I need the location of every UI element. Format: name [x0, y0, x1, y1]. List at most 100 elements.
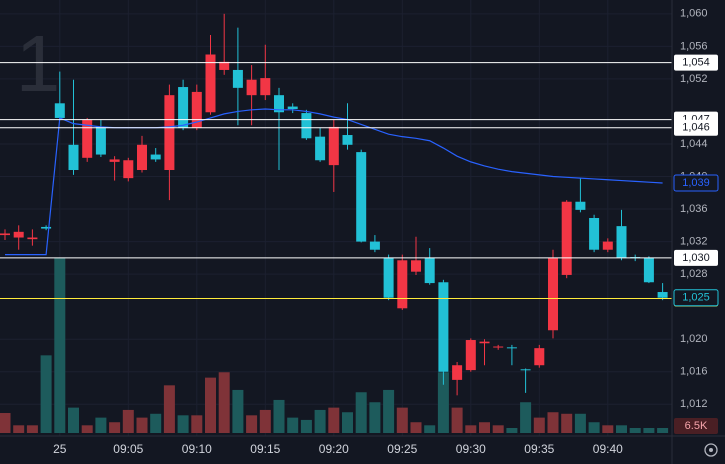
volume-bar: [191, 415, 203, 433]
candle-body: [643, 257, 654, 283]
volume-bar: [355, 392, 367, 433]
volume-bar: [150, 413, 162, 433]
candle-body: [301, 113, 312, 139]
vwap-label: 1,039: [682, 177, 710, 189]
volume-bar: [629, 428, 641, 433]
price-label-box: [674, 54, 718, 71]
volume-bar: [259, 409, 271, 433]
volume-bar: [383, 389, 395, 433]
candle-body: [232, 69, 243, 88]
y-tick-label: 1,060: [680, 8, 708, 20]
y-tick-label: 1,016: [680, 366, 708, 378]
volume-bar: [492, 425, 504, 433]
volume-bar: [643, 428, 655, 433]
candle-body: [493, 346, 504, 348]
candle-body: [205, 54, 216, 113]
price-label: 1,054: [682, 57, 710, 69]
x-tick-label: 09:35: [524, 442, 554, 456]
volume-bar: [520, 402, 532, 433]
volume-bar: [13, 425, 25, 433]
candle-body: [123, 160, 134, 179]
candle-body: [0, 233, 10, 236]
volume-bar: [287, 417, 299, 433]
volume-bar: [246, 415, 258, 433]
volume-bar: [0, 413, 11, 433]
candle-body: [506, 347, 517, 349]
candle-body: [520, 369, 531, 371]
candle-body: [575, 201, 586, 210]
candle-body: [274, 95, 284, 113]
volume-bar: [300, 419, 312, 433]
candle-body: [411, 260, 421, 272]
settings-button[interactable]: [704, 443, 718, 457]
volume-bar: [506, 428, 518, 433]
candle-layer: [0, 13, 668, 396]
volume-bar: [410, 422, 422, 433]
x-tick-label: 09:20: [319, 442, 349, 456]
x-tick-label: 09:25: [387, 442, 417, 456]
x-tick-label: 09:05: [113, 442, 143, 456]
candle-body: [383, 257, 394, 298]
volume-bar: [657, 428, 669, 433]
y-tick-label: 1,052: [680, 73, 708, 85]
volume-label-box: [674, 418, 718, 434]
volume-bar: [424, 425, 436, 433]
axis-layer[interactable]: 1,0601,0561,0521,0441,0401,0361,0321,028…: [53, 8, 719, 456]
last-price-label: 1,025: [682, 292, 710, 304]
volume-bar: [479, 422, 490, 433]
candle-body: [397, 260, 408, 309]
volume-bar: [205, 377, 216, 433]
candle-body: [68, 144, 79, 171]
candle-body: [27, 237, 38, 240]
candle-body: [452, 365, 463, 380]
watermark: 1: [16, 19, 61, 108]
candle-body: [342, 135, 353, 145]
price-label-box: [674, 249, 718, 266]
candle-body: [150, 154, 161, 160]
overlay-layer: [0, 62, 672, 300]
candle-body: [191, 91, 202, 128]
candle-body: [328, 126, 339, 166]
candle-body: [315, 136, 326, 161]
last-price-box: [673, 289, 719, 307]
candle-body: [616, 226, 627, 258]
price-label-box: [674, 119, 718, 136]
candle-body: [561, 201, 572, 275]
volume-bar: [218, 372, 230, 433]
volume-bar: [561, 413, 573, 433]
candle-body: [438, 282, 449, 372]
volume-bar: [273, 399, 285, 433]
volume-bar: [81, 425, 93, 433]
candle-body: [287, 106, 298, 109]
candle-body: [356, 152, 367, 242]
candle-body: [219, 61, 230, 70]
x-tick-label: 09:30: [456, 442, 486, 456]
vwap-label-box: [673, 174, 719, 192]
candle-body: [82, 119, 93, 158]
candle-body: [164, 95, 175, 171]
volume-bar: [68, 407, 79, 433]
y-tick-label: 1,032: [680, 235, 708, 247]
price-label: 1,030: [682, 252, 710, 264]
volume-bar: [232, 389, 244, 433]
candle-body: [424, 257, 435, 284]
volume-bar: [369, 402, 381, 433]
candle-body: [369, 241, 380, 250]
volume-bar: [177, 415, 189, 433]
candle-body: [657, 292, 668, 298]
volume-bar: [588, 422, 600, 433]
volume-bar: [109, 422, 121, 433]
volume-bar: [95, 417, 107, 433]
x-tick-label: 25: [53, 442, 67, 456]
volume-label: 6.5K: [685, 420, 708, 432]
candle-body: [548, 257, 558, 331]
candle-body: [534, 348, 545, 366]
volume-bar: [437, 372, 449, 433]
volume-bar: [342, 412, 353, 433]
volume-layer: [0, 257, 669, 433]
volume-bar: [314, 409, 326, 433]
candle-body: [602, 241, 613, 250]
price-label: 1,046: [682, 122, 710, 134]
volume-bar: [328, 407, 340, 433]
